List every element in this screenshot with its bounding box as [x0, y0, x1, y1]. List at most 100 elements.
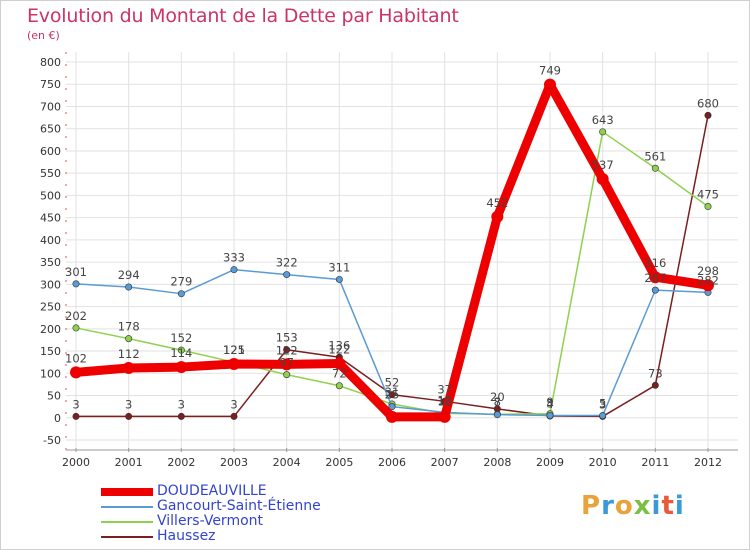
legend-label: Haussez — [157, 528, 216, 544]
y-tick-label: 450 — [40, 212, 61, 225]
x-tick-label: 2002 — [167, 456, 195, 469]
data-label: 3 — [125, 397, 132, 411]
data-point — [333, 357, 346, 370]
data-point — [228, 357, 240, 370]
data-label: 561 — [644, 149, 666, 163]
data-point — [704, 203, 712, 211]
data-label: 4 — [546, 397, 553, 411]
data-label: 102 — [65, 351, 87, 365]
data-point — [283, 346, 291, 354]
y-tick-label: 500 — [40, 189, 61, 202]
y-tick-label: 350 — [40, 256, 61, 269]
x-tick-label: 2012 — [694, 456, 722, 469]
data-point — [651, 381, 659, 389]
data-label: 3 — [178, 397, 185, 411]
data-point — [177, 290, 185, 298]
data-label: 122 — [328, 343, 350, 357]
data-label: 112 — [118, 347, 140, 361]
x-tick-label: 2000 — [62, 456, 90, 469]
data-label: 3 — [230, 397, 237, 411]
y-tick-label: 50 — [47, 390, 61, 403]
legend-swatch — [101, 521, 153, 523]
data-point — [280, 358, 293, 371]
data-point — [177, 412, 185, 420]
data-point — [122, 361, 135, 374]
data-label: 680 — [697, 96, 719, 110]
y-tick-label: 800 — [40, 56, 61, 69]
y-tick-label: 150 — [40, 345, 61, 358]
data-label: 279 — [170, 275, 192, 289]
y-tick-label: 400 — [40, 234, 61, 247]
data-label: 20 — [490, 390, 505, 404]
data-point — [388, 403, 396, 411]
chart-gridlines — [66, 52, 738, 450]
data-label: 3 — [72, 397, 79, 411]
data-label: 152 — [170, 331, 192, 345]
x-tick-label: 2011 — [641, 456, 669, 469]
data-point — [704, 111, 712, 119]
data-point — [72, 324, 80, 332]
data-label: 8 — [494, 395, 501, 409]
data-point — [599, 128, 607, 136]
y-tick-label: 0 — [54, 412, 61, 425]
y-tick-label: 100 — [40, 367, 61, 380]
data-label: 121 — [223, 343, 245, 357]
data-label: 97 — [279, 356, 294, 370]
data-label: 301 — [65, 265, 87, 279]
data-point — [386, 410, 398, 423]
legend-swatch — [101, 536, 153, 538]
x-tick-label: 2005 — [325, 456, 353, 469]
data-point — [230, 266, 238, 274]
data-point — [546, 412, 554, 420]
y-tick-label: -50 — [43, 434, 61, 447]
data-label: 153 — [276, 331, 298, 345]
data-point — [596, 172, 609, 185]
data-label: 3 — [599, 397, 606, 411]
data-label: 316 — [644, 256, 666, 270]
data-point — [491, 210, 504, 223]
data-point — [335, 275, 343, 283]
data-label: 322 — [276, 256, 298, 270]
x-tick-label: 2004 — [273, 456, 301, 469]
legend-label: Gancourt-Saint-Étienne — [157, 498, 321, 514]
data-point — [388, 391, 396, 399]
y-tick-label: 550 — [40, 167, 61, 180]
data-label: 7 — [494, 396, 501, 410]
data-point — [649, 271, 662, 284]
data-point — [493, 411, 501, 419]
x-tick-label: 2007 — [431, 456, 459, 469]
y-tick-label: 250 — [40, 301, 61, 314]
chart-axes: -50 0 50 100 150 200 250 300 350 400 450 500 550 600 6… — [40, 52, 738, 469]
data-label: 178 — [118, 320, 140, 334]
x-tick-label: 2001 — [115, 456, 143, 469]
legend-swatch — [101, 488, 153, 496]
legend-swatch — [101, 506, 153, 508]
data-label: 136 — [328, 338, 350, 352]
y-tick-label: 200 — [40, 323, 61, 336]
chart-subtitle: (en €) — [27, 29, 60, 42]
data-point — [599, 412, 607, 420]
data-label: 311 — [328, 260, 350, 274]
data-label: 452 — [486, 196, 508, 210]
data-label: 282 — [697, 273, 719, 287]
data-label: 125 — [223, 343, 245, 357]
data-point — [72, 412, 80, 420]
data-label: 5 — [599, 397, 606, 411]
x-tick-label: 2003 — [220, 456, 248, 469]
y-tick-label: 700 — [40, 100, 61, 113]
data-label: 294 — [118, 268, 140, 282]
legend-label: DOUDEAUVILLE — [157, 483, 267, 499]
data-point — [175, 361, 188, 374]
data-label: 202 — [65, 309, 87, 323]
data-point — [125, 412, 133, 420]
chart-title: Evolution du Montant de la Dette par Hab… — [27, 5, 459, 27]
data-point — [177, 346, 185, 354]
data-point — [651, 164, 659, 172]
data-point — [70, 366, 82, 379]
data-label: 25 — [385, 388, 400, 402]
data-label: 73 — [648, 366, 663, 380]
data-label: 9 — [546, 395, 553, 409]
chart-series — [70, 78, 714, 423]
